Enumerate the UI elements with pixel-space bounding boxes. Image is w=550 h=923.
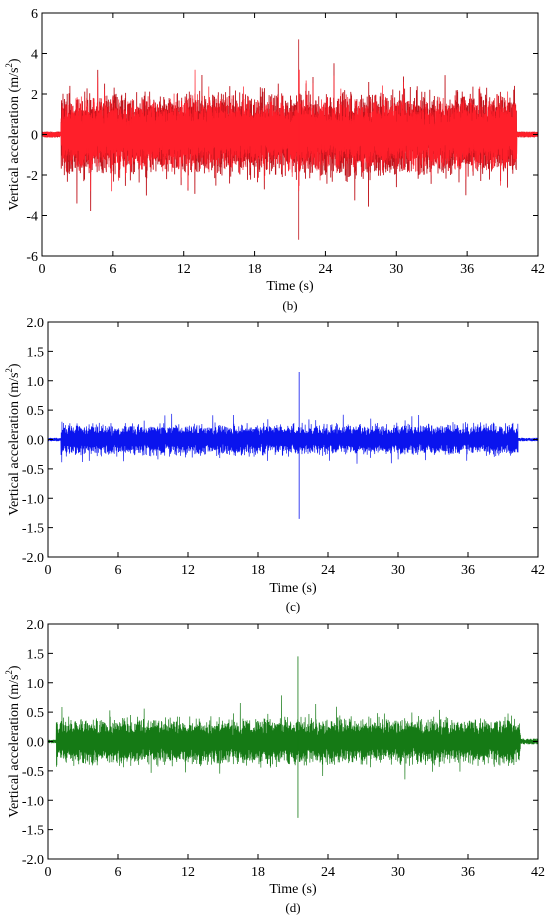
y-tick-label-b: -4 (26, 210, 38, 225)
y-tick-label-d: -1.5 (22, 824, 44, 839)
y-tick-label-b: 4 (31, 48, 38, 63)
panel-label-d: (d) (285, 900, 300, 915)
x-tick-label-c: 6 (115, 563, 122, 578)
series-d-0 (48, 695, 538, 780)
panel-label-b: (b) (282, 298, 297, 313)
x-tick-label-c: 30 (391, 563, 405, 578)
traces-d (48, 656, 538, 818)
panel-d: 0 6 12 18 24 30 36 42 -2.0 -1.5 -1.0 -0.5 0.0 0.5 1.0 1… (4, 618, 545, 915)
x-axis-label-c: Time (s) (269, 581, 317, 596)
series-b-1 (42, 69, 538, 192)
y-tick-label-d: 1.0 (27, 677, 45, 692)
y-axis-label-c-main: Vertical acceleration (m/s (7, 373, 22, 516)
y-tick-label-c: -1.0 (22, 492, 44, 507)
y-tick-label-c: -0.5 (22, 463, 44, 478)
x-tick-label-c: 12 (181, 563, 195, 578)
x-tick-label-d: 42 (531, 865, 545, 880)
y-tick-label-b: 0 (31, 129, 38, 144)
y-axis-label-b-tail: ) (7, 58, 22, 63)
y-tick-label-d: 2.0 (27, 618, 45, 633)
y-axis-label-b-main: Vertical acceleration (m/s (7, 68, 22, 211)
y-axis-label-c-tail: ) (7, 363, 22, 368)
y-tick-label-d: -2.0 (22, 853, 44, 868)
y-tick-label-c: -2.0 (22, 551, 44, 566)
y-axis-label-c-sup: 2 (4, 368, 14, 373)
x-tick-label-d: 12 (181, 865, 195, 880)
x-tick-label-c: 24 (321, 563, 335, 578)
x-tick-label-b: 36 (460, 262, 474, 277)
y-tick-label-d: -0.5 (22, 765, 44, 780)
ticks-d: 0 6 12 18 24 30 36 42 -2.0 -1.5 -1.0 -0.5 0.0 0.5 1.0 1… (22, 618, 545, 880)
x-tick-label-c: 36 (461, 563, 475, 578)
y-tick-label-c: 0.0 (27, 434, 45, 449)
y-axis-label-d-main: Vertical acceleration (m/s (7, 675, 22, 818)
y-tick-label-c: 2.0 (27, 316, 45, 331)
x-tick-label-b: 12 (177, 262, 191, 277)
y-tick-label-b: -6 (26, 250, 38, 265)
y-tick-label-b: -2 (26, 169, 38, 184)
y-tick-label-d: -1.0 (22, 794, 44, 809)
y-tick-label-b: 2 (31, 88, 38, 103)
traces-c (48, 371, 538, 519)
x-axis-label-b: Time (s) (266, 279, 314, 294)
y-tick-label-c: 0.5 (27, 404, 45, 419)
y-axis-label-b-sup: 2 (4, 63, 14, 68)
y-tick-label-c: 1.5 (27, 345, 45, 360)
y-tick-label-b: 6 (31, 7, 38, 22)
y-tick-label-d: 0.5 (27, 706, 45, 721)
x-tick-label-c: 0 (45, 563, 52, 578)
y-axis-label-c: Vertical acceleration (m/s2) (4, 363, 22, 516)
x-tick-label-b: 6 (109, 262, 116, 277)
x-tick-label-b: 0 (39, 262, 46, 277)
ticks-c: 0 6 12 18 24 30 36 42 -2.0 -1.5 -1.0 -0.5 0.0 0.5 1.0 1… (22, 316, 545, 578)
panel-label-c: (c) (286, 599, 300, 614)
x-tick-label-d: 0 (45, 865, 52, 880)
y-axis-label-d-tail: ) (7, 665, 22, 670)
x-tick-label-d: 6 (115, 865, 122, 880)
x-tick-label-c: 18 (251, 563, 265, 578)
y-tick-label-c: -1.5 (22, 522, 44, 537)
series-c-0 (48, 413, 538, 464)
y-tick-label-c: 1.0 (27, 375, 45, 390)
y-axis-label-b: Vertical acceleration (m/s2) (4, 58, 22, 211)
x-tick-label-b: 42 (531, 262, 545, 277)
x-tick-label-d: 30 (391, 865, 405, 880)
x-tick-label-d: 24 (321, 865, 335, 880)
x-tick-label-d: 18 (251, 865, 265, 880)
y-axis-label-d-sup: 2 (4, 670, 14, 675)
x-tick-label-b: 30 (389, 262, 403, 277)
x-tick-label-b: 18 (248, 262, 262, 277)
x-tick-label-b: 24 (318, 262, 332, 277)
x-axis-label-d: Time (s) (269, 882, 317, 897)
x-tick-label-c: 42 (531, 563, 545, 578)
panel-c: 0 6 12 18 24 30 36 42 -2.0 -1.5 -1.0 -0.5 0.0 0.5 1.0 1… (4, 316, 545, 614)
traces-b (42, 39, 538, 240)
y-tick-label-d: 1.5 (27, 647, 45, 662)
y-tick-label-d: 0.0 (27, 736, 45, 751)
y-axis-label-d: Vertical acceleration (m/s2) (4, 665, 22, 818)
x-tick-label-d: 36 (461, 865, 475, 880)
